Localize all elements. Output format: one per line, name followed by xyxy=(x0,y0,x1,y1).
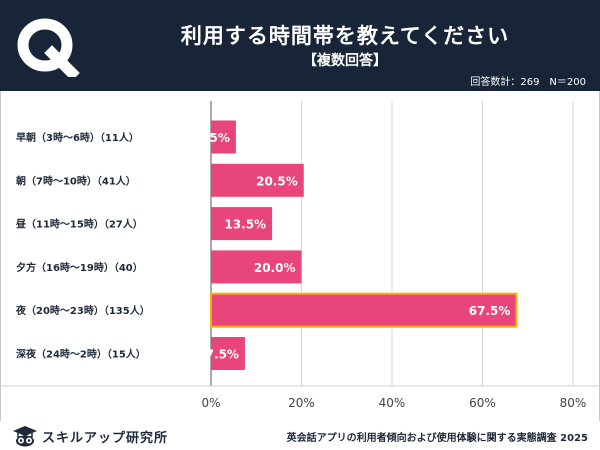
response-count: 回答数計：269 N＝200 xyxy=(470,77,586,88)
bar xyxy=(211,337,245,370)
value-label: 20.5% xyxy=(256,174,298,188)
q-logo-icon xyxy=(14,15,80,77)
category-label: 朝（7時～10時）（41人） xyxy=(16,174,136,187)
bar xyxy=(210,292,518,328)
x-tick-label: 20% xyxy=(288,396,315,410)
brand: スキルアップ研究所 xyxy=(12,425,168,447)
header-banner: 利用する時間帯を教えてください 【複数回答】 回答数計：269 N＝200 xyxy=(0,0,600,91)
value-label: 7.5% xyxy=(206,348,239,362)
chart-canvas: 0% 20% 40% 60% 80% 早朝（3時～6時）（11人） 5.5% 朝（7時～10時… xyxy=(0,101,600,410)
value-label: 20.0% xyxy=(254,261,296,275)
bar xyxy=(211,250,302,284)
category-label: 昼（11時～15時）（27人） xyxy=(16,218,143,231)
category-label: 深夜（24時～2時）（15人） xyxy=(16,348,146,361)
bar xyxy=(211,207,273,241)
bar xyxy=(211,120,236,154)
x-tick-label: 0% xyxy=(201,396,220,410)
chart-subtitle: 【複数回答】 xyxy=(303,53,387,69)
brand-name: スキルアップ研究所 xyxy=(42,430,169,446)
chart-title: 利用する時間帯を教えてください xyxy=(180,24,510,48)
category-label: 夕方（16時～19時）（40） xyxy=(16,261,143,274)
x-tick-label: 40% xyxy=(379,396,406,410)
source-note: 英会話アプリの利用者傾向および使用体験に関する実態調査 2025 xyxy=(286,433,588,444)
value-label: 67.5% xyxy=(469,304,511,318)
category-label: 夜（20時～23時）（135人） xyxy=(15,304,150,317)
bar-chart: 0% 20% 40% 60% 80% 早朝（3時～6時）（11人） 5.5% 朝（7時～10時… xyxy=(0,91,600,421)
value-label: 5.5% xyxy=(197,131,230,145)
x-tick-label: 80% xyxy=(560,396,587,410)
owl-graduate-icon xyxy=(12,425,38,447)
category-label: 早朝（3時～6時）（11人） xyxy=(16,131,139,144)
bar xyxy=(211,163,304,197)
value-label: 13.5% xyxy=(224,218,266,232)
footer: スキルアップ研究所 英会話アプリの利用者傾向および使用体験に関する実態調査 20… xyxy=(0,421,600,450)
x-tick-label: 60% xyxy=(469,396,496,410)
